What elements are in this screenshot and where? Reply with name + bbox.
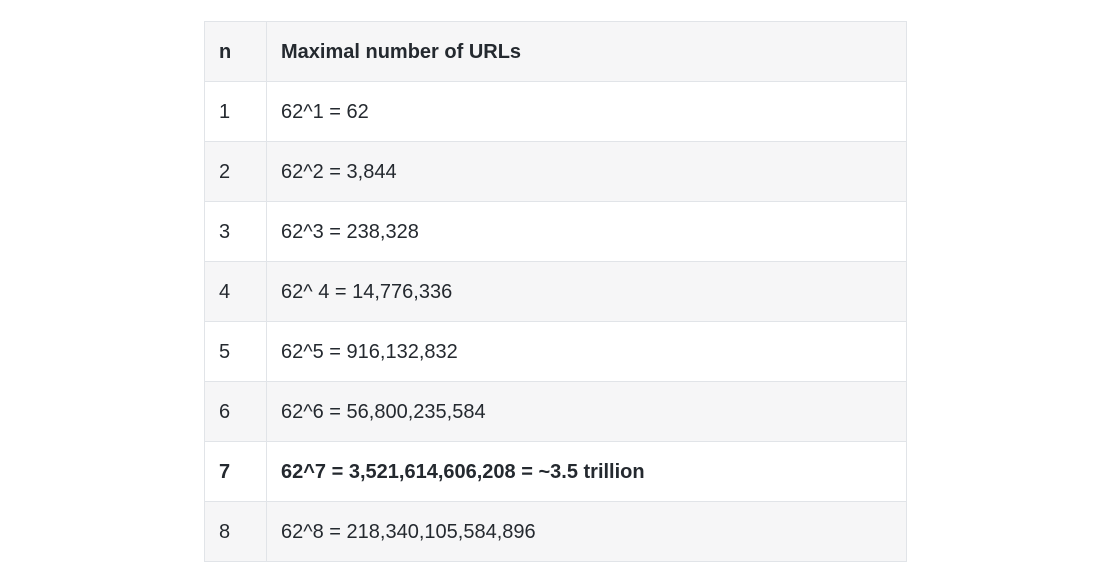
cell-n: 7 <box>204 441 267 502</box>
table-body: 1 62^1 = 62 2 62^2 = 3,844 3 62^3 = 238,… <box>204 81 907 562</box>
table-row: 8 62^8 = 218,340,105,584,896 <box>204 501 907 562</box>
highlighted-table-row: 7 62^7 = 3,521,614,606,208 = ~3.5 trilli… <box>204 441 907 502</box>
header-n: n <box>204 21 267 82</box>
cell-n: 6 <box>204 381 267 442</box>
cell-n: 2 <box>204 141 267 202</box>
cell-url-count: 62^6 = 56,800,235,584 <box>266 381 907 442</box>
table-row: 4 62^ 4 = 14,776,336 <box>204 261 907 322</box>
table-row: 2 62^2 = 3,844 <box>204 141 907 202</box>
cell-n: 1 <box>204 81 267 142</box>
table-row: 5 62^5 = 916,132,832 <box>204 321 907 382</box>
cell-url-count: 62^3 = 238,328 <box>266 201 907 262</box>
cell-url-count: 62^ 4 = 14,776,336 <box>266 261 907 322</box>
cell-n: 4 <box>204 261 267 322</box>
cell-n: 5 <box>204 321 267 382</box>
header-row: n Maximal number of URLs <box>204 21 907 82</box>
cell-url-count: 62^8 = 218,340,105,584,896 <box>266 501 907 562</box>
table-row: 1 62^1 = 62 <box>204 81 907 142</box>
header-maximal-number-of-urls: Maximal number of URLs <box>266 21 907 82</box>
cell-n: 3 <box>204 201 267 262</box>
url-count-table: n Maximal number of URLs 1 62^1 = 62 2 6… <box>204 21 907 562</box>
table-row: 3 62^3 = 238,328 <box>204 201 907 262</box>
cell-url-count: 62^1 = 62 <box>266 81 907 142</box>
clipped-intro-text <box>150 0 710 4</box>
table-header: n Maximal number of URLs <box>204 21 907 82</box>
table-row: 6 62^6 = 56,800,235,584 <box>204 381 907 442</box>
cell-url-count: 62^7 = 3,521,614,606,208 = ~3.5 trillion <box>266 441 907 502</box>
cell-n: 8 <box>204 501 267 562</box>
cell-url-count: 62^2 = 3,844 <box>266 141 907 202</box>
cell-url-count: 62^5 = 916,132,832 <box>266 321 907 382</box>
